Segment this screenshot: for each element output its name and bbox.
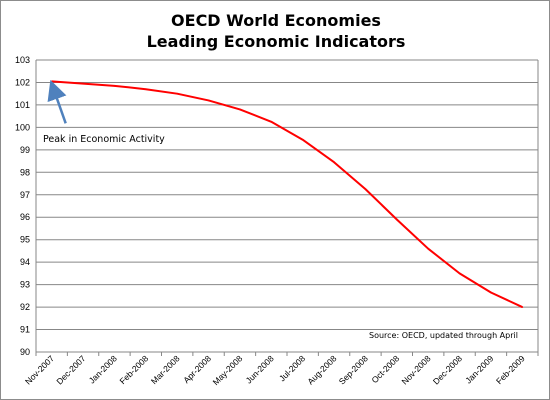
data-point: [490, 291, 492, 294]
y-tick-label: 96: [20, 212, 30, 222]
y-tick-label: 102: [15, 77, 30, 87]
x-tick-label: Aug-2008: [305, 353, 338, 386]
y-tick-label: 92: [20, 302, 30, 312]
x-tick-label: Apr-2008: [181, 353, 213, 385]
y-tick-label: 90: [20, 347, 30, 357]
x-tick-label: Sep-2008: [337, 353, 370, 386]
y-tick-label: 100: [15, 122, 30, 132]
x-tick-label: Feb-2009: [494, 353, 527, 386]
data-point: [145, 88, 147, 90]
data-point: [239, 108, 241, 111]
data-point: [270, 120, 273, 123]
y-tick-label: 99: [20, 145, 30, 155]
data-point: [82, 82, 84, 85]
x-tick-label: Nov-2008: [399, 353, 432, 386]
y-tick-label: 103: [15, 55, 30, 65]
peak-arrow: [47, 79, 67, 124]
y-tick-label: 95: [20, 235, 30, 245]
data-point: [458, 272, 461, 275]
x-tick-label: Nov-2007: [23, 353, 56, 386]
data-point: [113, 85, 116, 87]
y-tick-label: 94: [20, 257, 30, 267]
x-tick-label: Jul-2008: [277, 353, 307, 383]
y-tick-label: 93: [20, 280, 30, 290]
data-point: [521, 306, 524, 308]
data-point: [396, 218, 398, 221]
x-tick-label: Dec-2007: [54, 353, 87, 386]
x-tick-label: Jun-2008: [244, 353, 276, 385]
chart-title-line1: OECD World Economies: [171, 11, 381, 30]
data-point: [50, 80, 53, 83]
y-tick-label: 98: [20, 167, 30, 177]
series-line: [51, 80, 523, 308]
x-tick-label: Jan-2009: [463, 353, 495, 385]
y-tick-label: 101: [15, 100, 30, 110]
chart-title-line2: Leading Economic Indicators: [146, 32, 406, 51]
y-tick-label: 97: [20, 190, 30, 200]
peak-annotation: Peak in Economic Activity: [43, 134, 165, 145]
x-tick-label: Jan-2008: [87, 353, 119, 385]
data-point: [301, 138, 304, 141]
x-tick-label: Feb-2008: [117, 353, 150, 386]
data-point: [333, 161, 335, 163]
chart-title: OECD World Economies Leading Economic In…: [1, 10, 550, 52]
data-point: [364, 188, 367, 190]
y-tick-label: 91: [20, 325, 30, 335]
data-point: [207, 99, 210, 102]
x-tick-label: Oct-2008: [369, 353, 401, 385]
x-tick-label: Dec-2008: [431, 353, 464, 386]
x-tick-label: Mar-2008: [149, 353, 182, 386]
data-point: [176, 92, 178, 95]
data-point: [427, 247, 429, 250]
source-note: Source: OECD, updated through April: [369, 331, 518, 340]
x-tick-label: May-2008: [211, 353, 245, 387]
